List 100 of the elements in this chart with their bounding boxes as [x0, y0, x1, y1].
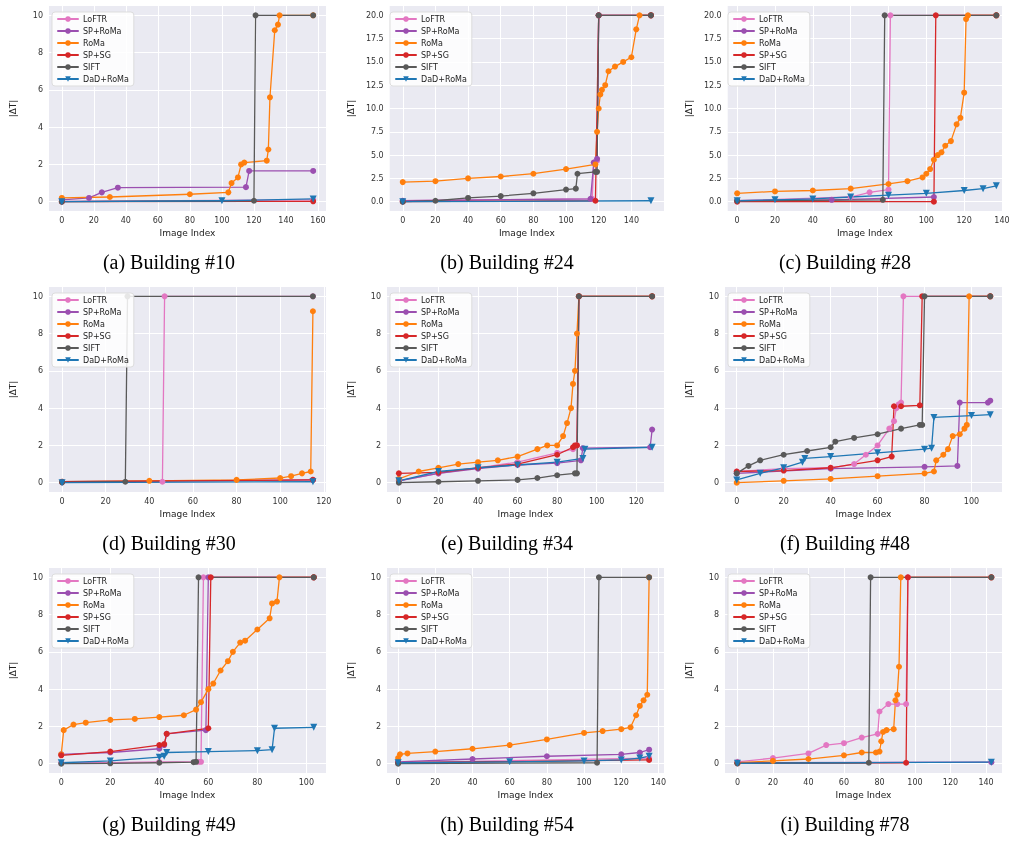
x-tick-label: 100: [907, 777, 923, 787]
text: (i) Building #78: [780, 813, 910, 836]
x-tick-label: 20: [778, 496, 789, 506]
text: (h) Building #54: [440, 813, 574, 836]
legend-label: DaD+RoMa: [421, 74, 467, 84]
y-tick-label: 4: [713, 684, 719, 694]
legend-label: SP+SG: [759, 50, 787, 60]
text: (c) Building #28: [778, 251, 912, 274]
x-tick-label: 40: [467, 777, 478, 787]
y-axis-title: |ΔT|: [345, 99, 356, 118]
text: (e) Building #34: [440, 532, 574, 555]
legend-label: SIFT: [83, 624, 100, 634]
x-tick-label: 40: [825, 496, 836, 506]
y-tick-label: 6: [713, 366, 719, 376]
y-tick-label: 12.5: [365, 80, 384, 90]
legend-label: LoFTR: [759, 14, 784, 24]
x-tick-label: 0: [59, 215, 65, 225]
y-tick-label: 4: [37, 403, 43, 413]
y-tick-label: 6: [375, 647, 381, 657]
x-tick-label: 120: [613, 777, 629, 787]
x-tick-label: 160: [310, 215, 326, 225]
legend-label: SIFT: [421, 343, 438, 353]
y-tick-label: 2: [713, 721, 719, 731]
legend-label: LoFTR: [759, 576, 784, 586]
legend-label: DaD+RoMa: [759, 74, 805, 84]
legend-label: LoFTR: [421, 14, 446, 24]
y-tick-label: 6: [37, 85, 43, 95]
y-tick-label: 7.5: [708, 127, 722, 137]
x-axis-title: Image Index: [159, 228, 217, 239]
y-tick-label: 10.0: [703, 104, 722, 113]
y-tick-label: 2: [375, 721, 381, 731]
legend-label: SIFT: [759, 343, 776, 353]
legend-label: SIFT: [83, 343, 100, 353]
text: (g) Building #49: [102, 813, 236, 836]
x-tick-label: 0: [395, 777, 401, 787]
legend-label: DaD+RoMa: [759, 355, 805, 365]
x-axis-title: Image Index: [835, 790, 893, 801]
x-axis-title: Image Index: [835, 509, 893, 520]
legend-label: DaD+RoMa: [421, 355, 467, 365]
legend-label: RoMa: [759, 38, 781, 48]
x-tick-label: 140: [623, 215, 639, 225]
legend-label: SP+RoMa: [759, 588, 798, 598]
x-tick-label: 140: [978, 777, 994, 787]
y-axis-title: |ΔT|: [345, 380, 356, 399]
y-tick-label: 0: [37, 478, 43, 488]
x-tick-label: 100: [589, 496, 605, 506]
x-tick-label: 120: [942, 777, 959, 787]
x-tick-label: 60: [495, 215, 506, 225]
y-tick-label: 8: [37, 48, 43, 58]
legend-label: LoFTR: [421, 295, 446, 305]
y-axis-title: |ΔT|: [683, 661, 694, 680]
x-tick-label: 40: [120, 215, 131, 225]
legend-label: SP+SG: [759, 612, 787, 622]
x-tick-label: 80: [184, 215, 195, 225]
legend-label: RoMa: [83, 319, 105, 329]
y-axis-title: |ΔT|: [345, 661, 356, 680]
legend-label: SP+SG: [83, 50, 111, 60]
x-tick-label: 20: [430, 215, 441, 225]
x-axis-title: Image Index: [497, 790, 555, 801]
x-tick-label: 100: [918, 215, 934, 225]
x-tick-label: 100: [298, 777, 315, 787]
legend-label: SP+SG: [421, 50, 449, 60]
y-tick-label: 0: [375, 759, 381, 769]
x-tick-label: 40: [807, 215, 818, 225]
y-tick-label: 2: [713, 440, 719, 450]
y-tick-label: 6: [37, 366, 43, 376]
y-tick-label: 4: [713, 403, 719, 413]
x-tick-label: 20: [769, 215, 781, 225]
y-tick-label: 2: [375, 440, 381, 450]
x-tick-label: 80: [883, 215, 894, 225]
y-tick-label: 10: [32, 572, 43, 582]
x-tick-label: 120: [316, 496, 332, 506]
x-tick-label: 0: [58, 777, 64, 787]
text: (f) Building #48: [780, 532, 910, 555]
y-axis-title: |ΔT|: [683, 380, 694, 399]
x-tick-label: 120: [956, 215, 972, 225]
x-tick-label: 100: [576, 777, 592, 787]
legend-label: SP+RoMa: [83, 307, 122, 317]
y-tick-label: 4: [37, 684, 43, 694]
y-tick-label: 2.5: [370, 173, 384, 183]
y-tick-label: 17.5: [365, 34, 384, 44]
x-tick-label: 0: [59, 496, 65, 506]
y-tick-label: 17.5: [703, 34, 722, 44]
y-tick-label: 2.5: [708, 173, 722, 183]
legend-label: DaD+RoMa: [83, 636, 129, 646]
y-tick-label: 8: [713, 329, 719, 339]
x-tick-label: 40: [472, 496, 484, 506]
x-tick-label: 20: [433, 496, 444, 506]
x-tick-label: 120: [246, 215, 262, 225]
y-axis-title: |ΔT|: [7, 380, 18, 399]
x-tick-label: 80: [528, 215, 539, 225]
x-tick-label: 80: [874, 777, 885, 787]
legend-label: LoFTR: [421, 576, 446, 586]
x-tick-label: 0: [734, 215, 740, 225]
legend-label: SP+RoMa: [421, 307, 460, 317]
x-tick-label: 60: [872, 496, 883, 506]
legend-label: RoMa: [759, 600, 781, 610]
legend-label: RoMa: [83, 600, 105, 610]
legend-label: LoFTR: [83, 576, 108, 586]
y-tick-label: 10.0: [365, 104, 384, 113]
